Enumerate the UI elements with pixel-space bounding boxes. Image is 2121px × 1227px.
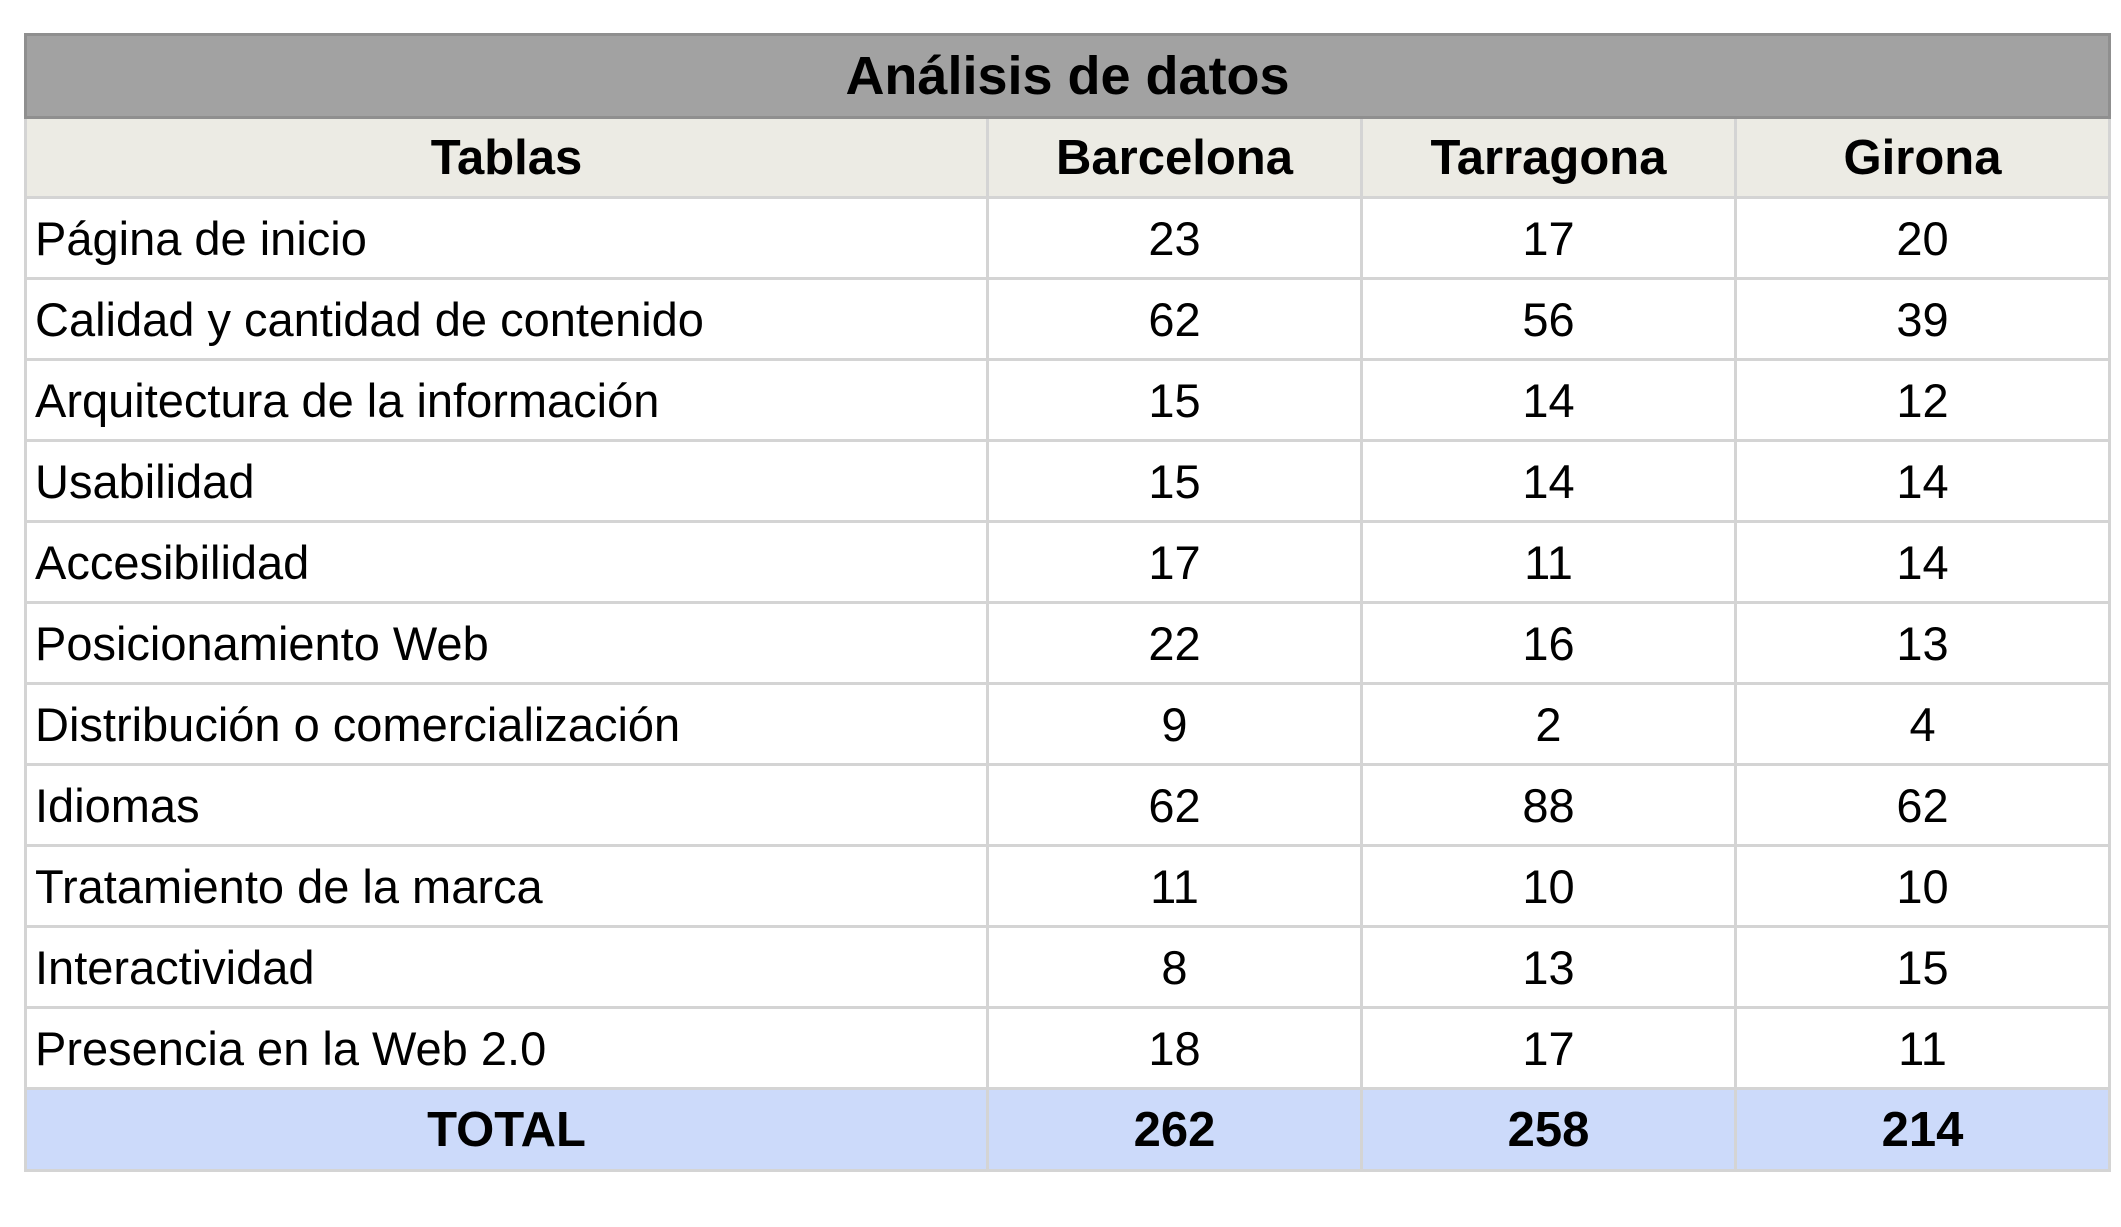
table-row: Posicionamiento Web 22 16 13: [24, 601, 2112, 685]
cell-tarragona: 11: [1360, 520, 1737, 604]
cell-tarragona: 17: [1360, 1006, 1737, 1090]
cell-barcelona: 11: [986, 844, 1363, 928]
cell-barcelona: 15: [986, 439, 1363, 523]
cell-girona: 14: [1733, 520, 2112, 604]
cell-barcelona: 62: [986, 277, 1363, 361]
data-table: Análisis de datos Tablas Barcelona Tarra…: [23, 33, 2112, 1172]
table-body: Página de inicio 23 17 20 Calidad y cantidad…: [24, 196, 2112, 1090]
cell-girona: 15: [1733, 925, 2112, 1009]
cell-barcelona: 9: [986, 682, 1363, 766]
cell-barcelona: 8: [986, 925, 1363, 1009]
table-row: Accesibilidad 17 11 14: [24, 520, 2112, 604]
table-title: Análisis de datos: [23, 33, 2112, 119]
cell-girona: 4: [1733, 682, 2112, 766]
table-row: Idiomas 62 88 62: [24, 763, 2112, 847]
cell-tarragona: 2: [1360, 682, 1737, 766]
row-label: Idiomas: [24, 763, 989, 847]
cell-tarragona: 13: [1360, 925, 1737, 1009]
cell-girona: 12: [1733, 358, 2112, 442]
column-header-tablas: Tablas: [24, 116, 989, 199]
table-row: Página de inicio 23 17 20: [24, 196, 2112, 280]
total-girona: 214: [1733, 1087, 2112, 1172]
cell-barcelona: 18: [986, 1006, 1363, 1090]
header-row: Tablas Barcelona Tarragona Girona: [24, 116, 2112, 199]
cell-tarragona: 17: [1360, 196, 1737, 280]
row-label: Accesibilidad: [24, 520, 989, 604]
table-row: Presencia en la Web 2.0 18 17 11: [24, 1006, 2112, 1090]
row-label: Tratamiento de la marca: [24, 844, 989, 928]
cell-barcelona: 15: [986, 358, 1363, 442]
table-row: Distribución o comercialización 9 2 4: [24, 682, 2112, 766]
cell-girona: 62: [1733, 763, 2112, 847]
row-label: Distribución o comercialización: [24, 682, 989, 766]
column-header-tarragona: Tarragona: [1360, 116, 1737, 199]
row-label: Presencia en la Web 2.0: [24, 1006, 989, 1090]
row-label: Calidad y cantidad de contenido: [24, 277, 989, 361]
cell-barcelona: 17: [986, 520, 1363, 604]
cell-tarragona: 14: [1360, 439, 1737, 523]
cell-barcelona: 62: [986, 763, 1363, 847]
row-label: Interactividad: [24, 925, 989, 1009]
row-label: Posicionamiento Web: [24, 601, 989, 685]
total-barcelona: 262: [986, 1087, 1363, 1172]
table-row: Tratamiento de la marca 11 10 10: [24, 844, 2112, 928]
table-row: Interactividad 8 13 15: [24, 925, 2112, 1009]
row-label: Página de inicio: [24, 196, 989, 280]
row-label: Usabilidad: [24, 439, 989, 523]
cell-tarragona: 14: [1360, 358, 1737, 442]
data-table-container: Análisis de datos Tablas Barcelona Tarra…: [23, 33, 2112, 1172]
cell-barcelona: 22: [986, 601, 1363, 685]
table-row: Usabilidad 15 14 14: [24, 439, 2112, 523]
cell-girona: 39: [1733, 277, 2112, 361]
cell-barcelona: 23: [986, 196, 1363, 280]
cell-tarragona: 88: [1360, 763, 1737, 847]
total-tarragona: 258: [1360, 1087, 1737, 1172]
row-label: Arquitectura de la información: [24, 358, 989, 442]
column-header-barcelona: Barcelona: [986, 116, 1363, 199]
cell-girona: 13: [1733, 601, 2112, 685]
table-row: Arquitectura de la información 15 14 12: [24, 358, 2112, 442]
title-row: Análisis de datos: [23, 33, 2112, 119]
cell-girona: 10: [1733, 844, 2112, 928]
total-label: TOTAL: [24, 1087, 989, 1172]
total-row: TOTAL 262 258 214: [24, 1087, 2112, 1172]
cell-girona: 20: [1733, 196, 2112, 280]
cell-tarragona: 56: [1360, 277, 1737, 361]
cell-girona: 14: [1733, 439, 2112, 523]
table-row: Calidad y cantidad de contenido 62 56 39: [24, 277, 2112, 361]
cell-girona: 11: [1733, 1006, 2112, 1090]
cell-tarragona: 16: [1360, 601, 1737, 685]
column-header-girona: Girona: [1733, 116, 2112, 199]
cell-tarragona: 10: [1360, 844, 1737, 928]
